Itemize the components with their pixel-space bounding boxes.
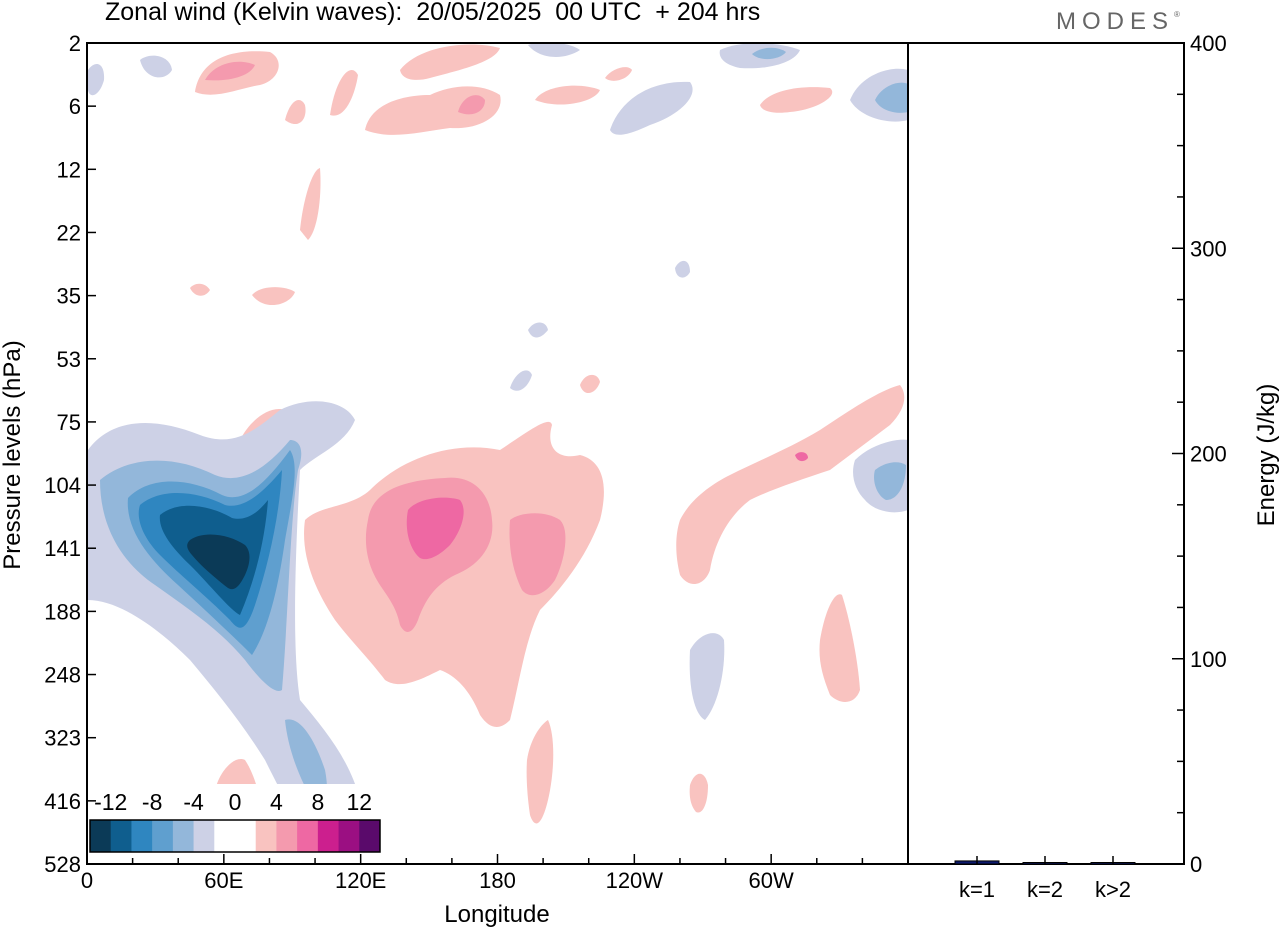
pressure-axis: 2 6 12 22 35 53 75 104 141 188 248 323 416 528	[44, 31, 96, 877]
y-tick-label: 323	[44, 726, 81, 751]
energy-axis-label: Energy (J/kg)	[1253, 384, 1280, 527]
contour-pos-upper-2b	[458, 95, 485, 115]
contour-pos-right-1b	[795, 452, 808, 462]
contour-neg-upper-5	[140, 55, 172, 78]
y-tick-label: 12	[57, 157, 81, 182]
contour-neg-right-1b	[874, 462, 906, 500]
contour-neg-upper-3b	[875, 82, 908, 113]
modes-logo: MODES®	[1056, 8, 1180, 36]
contour-neg-upper-1	[610, 81, 693, 135]
x-tick-label: 60E	[204, 868, 243, 893]
contour-pos-main-3	[406, 497, 464, 560]
contour-neg-mid-1	[675, 260, 690, 278]
energy-tick-label: 100	[1190, 647, 1227, 672]
contour-neg-upper-6	[528, 43, 580, 57]
contour-pos-right-2	[819, 594, 860, 702]
colorbar-label: -4	[183, 789, 204, 815]
y-tick-label: 528	[44, 852, 81, 877]
contour-pos-upper-6	[330, 69, 358, 116]
colorbar-labels: -12 -8 -4 0 4 8 12	[94, 789, 372, 815]
contour-neg-mid-2	[510, 370, 532, 391]
colorbar-label: 0	[229, 789, 242, 815]
colorbar-swatch	[235, 820, 257, 852]
y-tick-label: 248	[44, 663, 81, 688]
logo-text: MODES	[1056, 8, 1175, 35]
contour-neg-upper-2b	[752, 47, 786, 60]
wind-contour-field	[88, 43, 908, 852]
contour-pos-low-2	[689, 773, 708, 813]
colorbar-swatch	[297, 820, 319, 852]
contour-pos-right-1	[676, 385, 905, 585]
contour-neg-upper-4	[88, 64, 105, 96]
colorbar-swatch	[193, 820, 215, 852]
wavenumber-label: k=1	[959, 877, 995, 902]
contour-pos-upper-4	[535, 85, 600, 105]
y-tick-label: 104	[44, 473, 81, 498]
energy-axis: 0 100 200 300 400	[1172, 31, 1227, 877]
y-tick-label: 2	[69, 31, 81, 56]
colorbar-label: 8	[311, 789, 324, 815]
chart-title: Zonal wind (Kelvin waves): 20/05/2025 00…	[105, 0, 761, 26]
colorbar: -12 -8 -4 0 4 8 12	[86, 784, 386, 859]
y-tick-label: 188	[44, 599, 81, 624]
contour-pos-upper-2	[365, 86, 501, 135]
contour-pos-upper-7	[760, 87, 833, 113]
colorbar-swatch	[110, 820, 132, 852]
contour-pos-mid-1	[300, 168, 321, 240]
y-tick-label: 6	[69, 94, 81, 119]
y-tick-label: 53	[57, 347, 81, 372]
colorbar-swatch	[214, 820, 236, 852]
contour-pos-mid-3	[190, 283, 210, 296]
x-tick-label: 120E	[335, 868, 386, 893]
colorbar-label: -8	[142, 789, 162, 815]
colorbar-frame	[89, 819, 381, 853]
contour-pos-mid-4	[580, 374, 600, 394]
energy-tick-label: 400	[1190, 31, 1227, 56]
energy-tick-label: 300	[1190, 236, 1227, 261]
y-tick-label: 416	[44, 789, 81, 814]
wavenumber-label: k=2	[1027, 877, 1063, 902]
y-axis-label: Pressure levels (hPa)	[0, 340, 26, 569]
y-tick-label: 141	[44, 536, 81, 561]
y-tick-label: 35	[57, 284, 81, 309]
longitude-axis: 0 60E 120E 180 120W 60W	[81, 854, 864, 893]
colorbar-label: -12	[94, 789, 127, 815]
contour-pos-low-1	[526, 720, 554, 824]
energy-tick-label: 200	[1190, 442, 1227, 467]
colorbar-swatch	[276, 820, 298, 852]
x-tick-label: 0	[81, 868, 93, 893]
colorbar-swatch	[359, 820, 381, 852]
contour-pos-upper-1b	[205, 61, 255, 81]
x-tick-label: 120W	[606, 868, 664, 893]
contour-neg-right-2	[689, 633, 725, 720]
contour-pos-upper-5	[285, 100, 306, 125]
x-axis-label: Longitude	[444, 901, 549, 928]
wavenumber-label: k>2	[1095, 877, 1131, 902]
x-tick-label: 180	[479, 868, 516, 893]
contour-pos-mid-2	[252, 287, 295, 306]
energy-panel-frame	[907, 42, 1185, 865]
colorbar-swatches	[90, 820, 381, 852]
y-tick-label: 22	[57, 220, 81, 245]
contour-pos-upper-8	[605, 67, 632, 81]
contour-neg-main-6	[187, 534, 250, 590]
contour-neg-mid-3	[528, 322, 548, 338]
wavenumber-axis: k=1 k=2 k>2	[959, 856, 1131, 902]
colorbar-label: 4	[270, 789, 283, 815]
colorbar-swatch	[152, 820, 174, 852]
energy-tick-label: 0	[1190, 852, 1202, 877]
colorbar-swatch	[317, 820, 340, 852]
x-tick-label: 60W	[749, 868, 794, 893]
contour-pos-upper-3	[400, 44, 500, 80]
y-tick-label: 75	[57, 410, 81, 435]
colorbar-swatch	[90, 820, 112, 852]
colorbar-swatch	[131, 820, 153, 852]
colorbar-swatch	[255, 820, 277, 852]
colorbar-swatch	[338, 820, 360, 852]
registered-mark: ®	[1174, 10, 1180, 19]
colorbar-label: 12	[346, 789, 372, 815]
contour-pos-main-4	[509, 513, 566, 596]
colorbar-swatch	[172, 820, 195, 852]
